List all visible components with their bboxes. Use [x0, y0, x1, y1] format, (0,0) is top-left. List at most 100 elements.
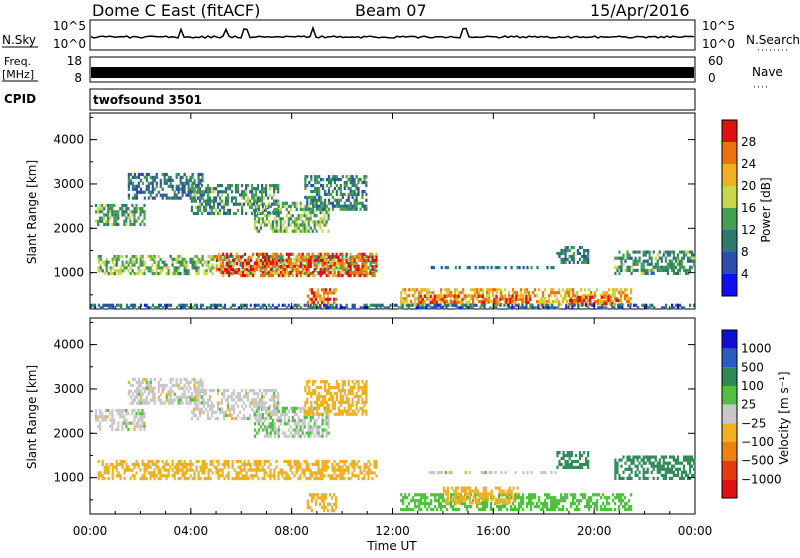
velocity-data-cell	[138, 463, 140, 466]
velocity-data-cell	[256, 463, 258, 466]
power-data-cell	[400, 294, 402, 297]
power-data-cell	[334, 262, 336, 265]
velocity-data-cell	[552, 502, 554, 505]
velocity-data-cell	[327, 509, 329, 512]
velocity-data-cell	[478, 508, 480, 511]
velocity-data-cell	[274, 432, 276, 435]
velocity-data-cell	[238, 474, 240, 477]
velocity-data-cell	[218, 474, 220, 477]
power-data-cell	[217, 193, 219, 196]
velocity-data-cell	[184, 477, 186, 480]
power-data-cell	[418, 291, 420, 294]
power-data-cell	[244, 253, 246, 256]
power-data-cell	[288, 259, 290, 262]
power-data-cell	[350, 190, 352, 193]
power-data-cell	[288, 220, 290, 223]
power-data-cell	[274, 208, 276, 211]
power-data-cell	[653, 266, 655, 269]
velocity-data-cell	[341, 460, 343, 463]
velocity-data-cell	[162, 460, 164, 463]
power-colorbar-tick: 8	[741, 245, 749, 259]
power-data-cell	[544, 300, 546, 303]
velocity-data-cell	[580, 499, 582, 502]
power-data-cell	[520, 291, 522, 294]
power-data-cell	[162, 306, 164, 309]
velocity-data-cell	[178, 469, 180, 472]
velocity-data-cell	[241, 398, 243, 401]
power-data-cell	[264, 304, 266, 307]
velocity-data-cell	[140, 381, 142, 384]
power-data-cell	[314, 274, 316, 277]
power-colorbar-swatch	[722, 208, 737, 230]
velocity-data-cell	[544, 493, 546, 496]
power-data-cell	[123, 223, 125, 226]
velocity-data-cell	[240, 466, 242, 469]
velocity-data-cell	[356, 401, 358, 404]
velocity-data-cell	[570, 502, 572, 505]
power-data-cell	[347, 258, 349, 261]
power-data-cell	[363, 175, 365, 178]
power-data-cell	[620, 263, 622, 266]
power-data-cell	[338, 202, 340, 205]
velocity-data-cell	[280, 413, 282, 416]
velocity-data-cell	[218, 477, 220, 480]
power-data-cell	[649, 263, 651, 266]
power-data-cell	[304, 175, 306, 178]
power-data-cell	[282, 259, 284, 262]
power-data-cell	[612, 294, 614, 297]
power-data-cell	[348, 271, 350, 274]
power-data-cell	[567, 258, 569, 261]
date-label: 15/Apr/2016	[590, 1, 690, 20]
power-data-cell	[495, 306, 497, 309]
power-data-cell	[284, 274, 286, 277]
power-data-cell	[113, 210, 115, 213]
power-data-cell	[312, 230, 314, 233]
power-data-cell	[556, 300, 558, 303]
velocity-data-cell	[484, 508, 486, 511]
velocity-data-cell	[562, 505, 564, 508]
power-data-cell	[278, 304, 280, 307]
power-data-cell	[337, 266, 339, 269]
power-data-cell	[198, 269, 200, 272]
power-data-cell	[222, 306, 224, 309]
power-data-cell	[252, 265, 254, 268]
power-data-cell	[240, 264, 242, 267]
velocity-data-cell	[193, 408, 195, 411]
power-data-cell	[523, 266, 525, 269]
velocity-data-cell	[438, 502, 440, 505]
velocity-data-cell	[309, 493, 311, 496]
power-data-cell	[316, 220, 318, 223]
power-data-cell	[328, 190, 330, 193]
velocity-data-cell	[334, 407, 336, 410]
power-data-cell	[647, 269, 649, 272]
power-data-cell	[150, 191, 152, 194]
power-data-cell	[400, 291, 402, 294]
power-data-cell	[404, 288, 406, 291]
power-data-cell	[414, 291, 416, 294]
power-data-cell	[563, 252, 565, 255]
power-data-cell	[170, 197, 172, 200]
power-data-cell	[499, 298, 501, 301]
velocity-data-cell	[329, 474, 331, 477]
power-data-cell	[265, 193, 267, 196]
freq-label: Freq.	[4, 55, 31, 68]
power-data-cell	[306, 217, 308, 220]
velocity-data-cell	[326, 389, 328, 392]
velocity-data-cell	[312, 428, 314, 431]
power-data-cell	[216, 256, 218, 259]
velocity-data-cell	[464, 505, 466, 508]
power-data-cell	[156, 176, 158, 179]
velocity-data-cell	[139, 412, 141, 415]
power-data-cell	[275, 203, 277, 206]
velocity-data-cell	[310, 392, 312, 395]
power-data-cell	[204, 269, 206, 272]
velocity-data-cell	[221, 392, 223, 395]
velocity-data-cell	[132, 393, 134, 396]
power-data-cell	[126, 306, 128, 309]
velocity-data-cell	[198, 381, 200, 384]
velocity-data-cell	[146, 399, 148, 402]
velocity-data-cell	[476, 505, 478, 508]
power-data-cell	[262, 306, 264, 309]
velocity-data-cell	[104, 466, 106, 469]
